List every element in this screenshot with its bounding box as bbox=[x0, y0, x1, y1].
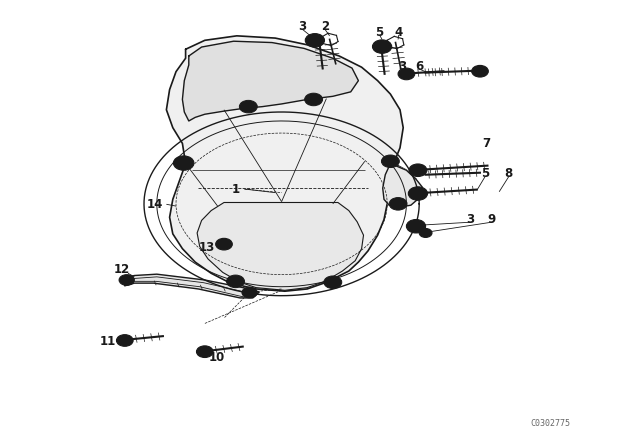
Circle shape bbox=[220, 241, 228, 247]
Circle shape bbox=[409, 164, 427, 177]
Text: 9: 9 bbox=[488, 213, 495, 226]
Circle shape bbox=[173, 156, 194, 170]
Circle shape bbox=[412, 223, 420, 229]
Text: 13: 13 bbox=[198, 241, 215, 254]
Circle shape bbox=[121, 338, 129, 343]
Circle shape bbox=[403, 71, 410, 77]
Polygon shape bbox=[197, 202, 364, 290]
Circle shape bbox=[386, 158, 395, 164]
Circle shape bbox=[398, 68, 415, 80]
Circle shape bbox=[119, 275, 134, 285]
Text: 2: 2 bbox=[321, 20, 329, 34]
Circle shape bbox=[309, 96, 318, 103]
Text: 14: 14 bbox=[147, 198, 163, 211]
Text: 3: 3 bbox=[398, 60, 406, 73]
Circle shape bbox=[419, 228, 432, 237]
Circle shape bbox=[305, 93, 323, 106]
Polygon shape bbox=[122, 274, 259, 298]
Circle shape bbox=[381, 155, 399, 168]
Text: 3: 3 bbox=[299, 20, 307, 34]
Text: 10: 10 bbox=[208, 351, 225, 364]
Circle shape bbox=[239, 100, 257, 113]
Circle shape bbox=[216, 238, 232, 250]
Text: 3: 3 bbox=[467, 213, 474, 226]
Circle shape bbox=[472, 65, 488, 77]
Circle shape bbox=[372, 40, 392, 53]
Circle shape bbox=[201, 349, 209, 354]
Text: 12: 12 bbox=[113, 263, 130, 276]
Circle shape bbox=[324, 276, 342, 289]
Circle shape bbox=[328, 279, 337, 285]
Polygon shape bbox=[166, 36, 416, 291]
Circle shape bbox=[242, 287, 257, 298]
Text: 7: 7 bbox=[483, 137, 490, 150]
Text: 4: 4 bbox=[395, 26, 403, 39]
Circle shape bbox=[305, 34, 324, 47]
Circle shape bbox=[389, 198, 407, 210]
Text: 6: 6 bbox=[415, 60, 423, 73]
Circle shape bbox=[227, 275, 244, 288]
Circle shape bbox=[231, 278, 240, 284]
Text: 1: 1 bbox=[232, 182, 239, 196]
Circle shape bbox=[378, 43, 387, 50]
Text: C0302775: C0302775 bbox=[531, 419, 570, 428]
Circle shape bbox=[196, 346, 213, 358]
Polygon shape bbox=[182, 41, 358, 121]
Circle shape bbox=[394, 201, 403, 207]
Circle shape bbox=[413, 167, 422, 173]
Circle shape bbox=[310, 37, 319, 43]
Circle shape bbox=[408, 187, 428, 200]
Text: 5: 5 bbox=[376, 26, 383, 39]
Text: 5: 5 bbox=[481, 167, 489, 181]
Circle shape bbox=[244, 103, 253, 110]
Circle shape bbox=[406, 220, 426, 233]
Polygon shape bbox=[383, 164, 422, 207]
Circle shape bbox=[413, 190, 422, 197]
Circle shape bbox=[422, 231, 429, 235]
Circle shape bbox=[116, 335, 133, 346]
Text: 11: 11 bbox=[99, 335, 116, 349]
Text: 8: 8 bbox=[505, 167, 513, 181]
Circle shape bbox=[179, 159, 189, 167]
